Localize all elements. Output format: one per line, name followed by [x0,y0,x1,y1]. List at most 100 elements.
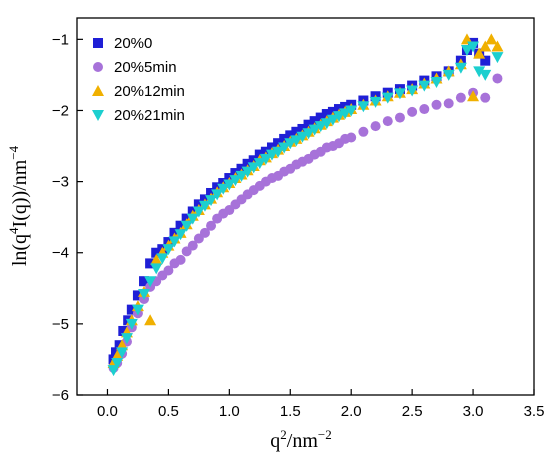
data-point [430,77,443,89]
data-point [480,55,491,66]
data-point [156,253,169,265]
data-point [187,240,198,251]
data-point [120,333,133,345]
data-point [485,33,498,45]
legend-label: 20%12min [114,83,185,100]
data-point [473,47,486,59]
data-point [273,138,284,149]
data-point [442,69,455,81]
data-point [419,104,430,115]
y-tick-label: −4 [52,245,69,262]
x-tick-label: 1.0 [219,403,240,420]
data-point [174,229,187,241]
data-point [131,304,144,316]
data-point [163,265,174,276]
data-point [284,138,297,150]
data-point [138,288,151,300]
data-point [460,45,473,57]
data-point [192,206,205,218]
data-point [205,195,218,207]
data-point [394,112,405,123]
data-point [473,66,486,78]
data-point [279,133,290,144]
data-point [241,166,254,178]
data-point [455,92,466,103]
y-tick-label: −3 [52,174,69,191]
data-point [297,123,308,134]
data-point [479,40,492,52]
data-point [315,112,326,123]
data-point [272,146,285,158]
data-point [229,175,242,187]
data-point [479,69,492,81]
legend-marker [93,62,103,72]
x-tick-label: 3.0 [463,403,484,420]
data-point [491,52,504,64]
data-point [454,62,467,74]
data-point [175,254,186,265]
legend-marker [92,85,104,96]
data-point [259,153,272,165]
data-point [162,244,175,256]
data-point [151,247,162,258]
data-point [126,304,137,315]
x-tick-label: 0.5 [158,403,179,420]
data-point [116,347,129,359]
data-point [333,111,346,123]
data-point [132,290,143,301]
data-point [382,116,393,127]
data-point [339,108,352,120]
x-tick-label: 2.0 [341,403,362,420]
x-tick-label: 1.5 [280,403,301,420]
data-point [198,200,211,212]
data-point [393,88,406,100]
legend-label: 20%0 [114,35,152,52]
data-point [431,99,442,110]
data-point [290,135,303,147]
data-point [357,101,370,113]
data-point [291,126,302,137]
data-point [150,253,163,265]
data-point [370,121,381,132]
y-tick-label: −6 [52,387,69,404]
data-point [302,128,315,140]
plot-frame [76,17,535,396]
x-tick-label: 2.5 [402,403,423,420]
data-point [107,365,120,377]
data-point [150,263,163,275]
data-point [211,189,224,201]
data-point [217,183,230,195]
y-tick-label: −2 [52,102,69,119]
data-point [144,276,157,288]
y-axis-title: ln(q4I(q))/nm−4 [6,145,31,266]
data-point [199,227,210,238]
data-point [418,80,431,92]
data-point [467,90,480,102]
data-point [235,170,248,182]
data-point [285,130,296,141]
data-point [480,92,491,103]
data-point [223,179,236,191]
y-tick-label: −1 [52,31,69,48]
data-point [111,357,124,369]
data-point [242,158,253,169]
x-tick-label: 0.0 [97,403,118,420]
legend-label: 20%5min [114,59,177,76]
legend-label: 20%21min [114,107,185,124]
data-point [247,162,260,174]
data-point [168,236,181,248]
data-point [407,106,418,117]
data-point [186,213,199,225]
data-point [321,109,332,120]
data-point [308,124,321,136]
data-point [296,131,309,143]
x-tick-label: 3.5 [524,403,545,420]
data-point [491,40,504,52]
axes: 0.0 0.5 1.0 1.5 2.0 2.5 3.0 3.5 −6 −5 −4 −3 −2 −1 [52,31,545,420]
data-point [326,114,339,126]
data-point [144,314,157,326]
data-point [406,85,419,97]
legend-marker [92,110,104,121]
data-point [253,158,266,170]
